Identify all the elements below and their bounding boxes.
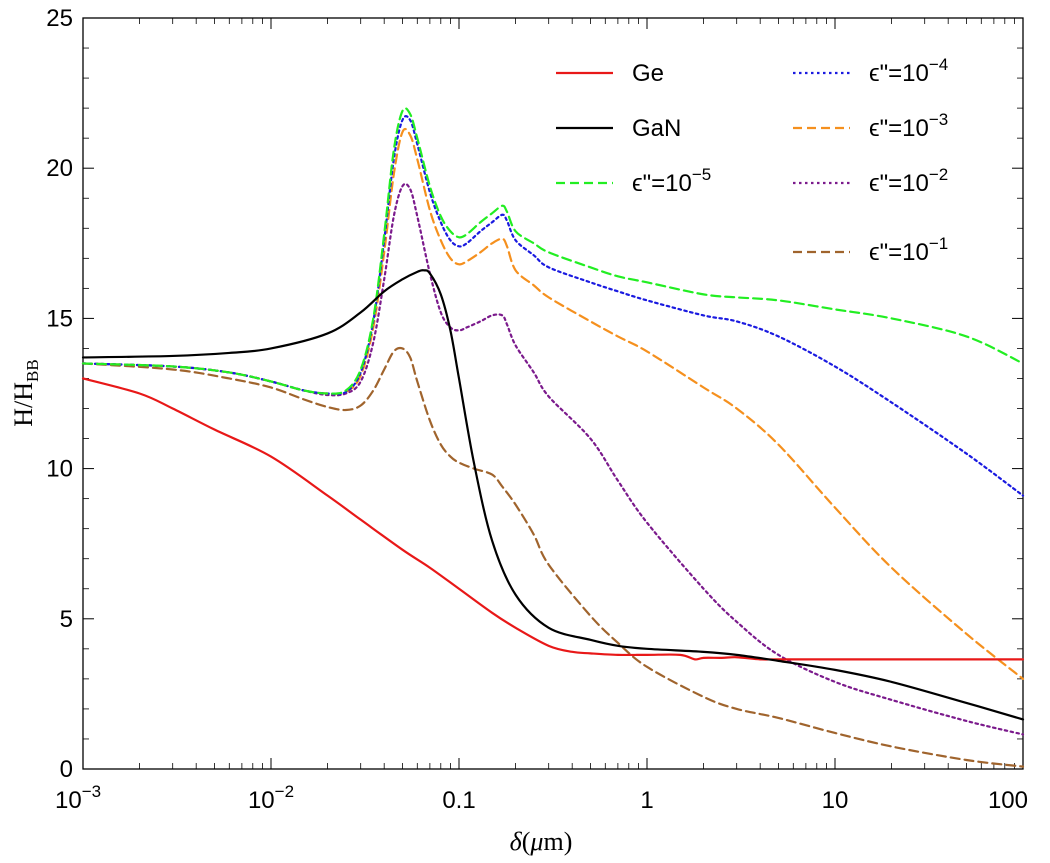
legend-label-base: ϵ"=10 bbox=[632, 170, 692, 197]
legend-label-base: ϵ"=10 bbox=[869, 60, 929, 87]
y-axis-label-sub: BB bbox=[23, 359, 42, 382]
x-tick-label: 10 bbox=[822, 787, 849, 814]
x-tick-label-exponent: −3 bbox=[82, 782, 101, 801]
legend-label: ϵ"=10−2 bbox=[869, 165, 948, 197]
legend-label-base: ϵ"=10 bbox=[869, 115, 929, 142]
series-line-2 bbox=[81, 107, 1025, 395]
x-axis-label-delta: δ bbox=[510, 827, 523, 856]
y-tick-label: 20 bbox=[46, 155, 73, 182]
x-tick-label: 1 bbox=[640, 787, 653, 814]
x-axis-label-unit: m) bbox=[543, 827, 572, 856]
legend-label-base: Ge bbox=[632, 60, 664, 87]
y-tick-label: 10 bbox=[46, 456, 73, 483]
legend-label-exponent: −1 bbox=[929, 234, 948, 253]
series-group bbox=[81, 107, 1025, 768]
x-tick-label: 100 bbox=[988, 787, 1028, 814]
x-axis-label-mu: μ bbox=[529, 827, 543, 856]
y-tick-label: 15 bbox=[46, 305, 73, 332]
x-tick-label: 10−2 bbox=[248, 782, 294, 814]
y-tick-label: 0 bbox=[60, 756, 73, 783]
legend-label-base: GaN bbox=[632, 115, 681, 142]
series-line-0 bbox=[81, 377, 1025, 661]
legend-label-exponent: −5 bbox=[692, 165, 711, 184]
legend-label-base: ϵ"=10 bbox=[869, 239, 929, 266]
x-tick-label-exponent: −2 bbox=[275, 782, 294, 801]
legend-label: ϵ"=10−4 bbox=[869, 55, 948, 87]
x-axis-label-open: ( bbox=[522, 827, 531, 856]
x-tick-label: 0.1 bbox=[442, 787, 475, 814]
legend-label: ϵ"=10−1 bbox=[869, 234, 948, 266]
series-line-3 bbox=[81, 115, 1025, 497]
x-tick-label-base: 10 bbox=[55, 787, 82, 814]
series-line-1 bbox=[81, 269, 1025, 721]
series-line-6 bbox=[81, 346, 1025, 768]
legend-label-exponent: −4 bbox=[929, 55, 948, 74]
y-axis-label: H/HBB bbox=[9, 359, 42, 426]
y-tick-label: 25 bbox=[46, 5, 73, 32]
x-tick-label-base: 10 bbox=[822, 787, 849, 814]
plot-frame bbox=[82, 17, 1024, 770]
legend-label: Ge bbox=[632, 60, 664, 87]
series-line-5 bbox=[81, 182, 1025, 736]
x-tick-label-base: 0.1 bbox=[442, 787, 475, 814]
y-tick-label: 5 bbox=[60, 606, 73, 633]
legend-label: ϵ"=10−3 bbox=[869, 110, 948, 142]
x-tick-label-base: 10 bbox=[248, 787, 275, 814]
legend-label-exponent: −2 bbox=[929, 165, 948, 184]
series-line-4 bbox=[81, 127, 1025, 680]
x-tick-label: 10−3 bbox=[55, 782, 101, 814]
legend-label-base: ϵ"=10 bbox=[869, 170, 929, 197]
x-axis-label: δ(μm) bbox=[510, 827, 573, 856]
x-tick-label-base: 1 bbox=[640, 787, 653, 814]
legend-label: GaN bbox=[632, 115, 681, 142]
x-tick-label-base: 100 bbox=[988, 787, 1028, 814]
legend-label: ϵ"=10−5 bbox=[632, 165, 711, 197]
legend-label-exponent: −3 bbox=[929, 110, 948, 129]
